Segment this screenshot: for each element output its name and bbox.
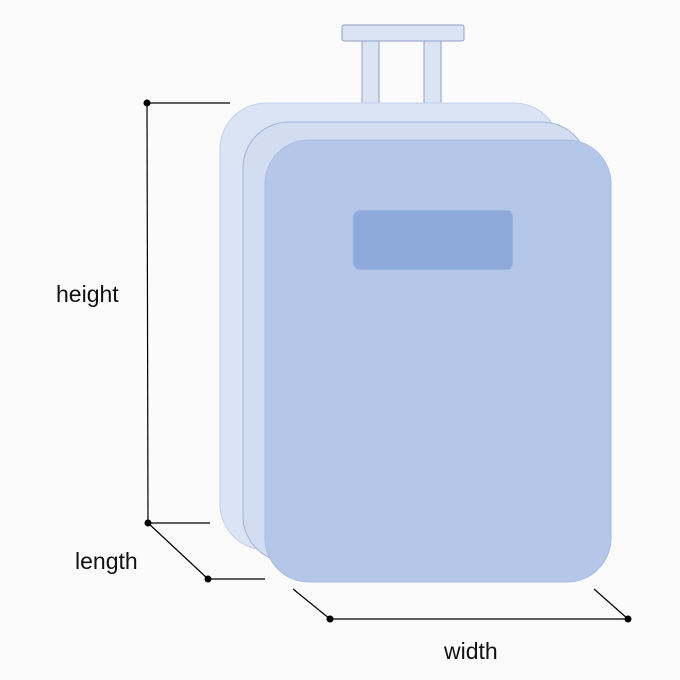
- width-label: width: [444, 638, 498, 664]
- width-dimension: [292, 588, 629, 620]
- length-end-point: [204, 575, 212, 583]
- telescopic-handle: [341, 24, 465, 106]
- width-right-point: [624, 615, 632, 623]
- height-label: height: [56, 281, 119, 307]
- width-left-point: [326, 615, 334, 623]
- handle-bar: [341, 24, 465, 42]
- suitcase-label-plate: [352, 209, 514, 271]
- length-label: length: [75, 548, 138, 574]
- height-dimension: [146, 102, 230, 524]
- width-right-extension: [593, 588, 629, 620]
- suitcase-front-shell: [264, 139, 612, 583]
- length-dimension: [147, 522, 265, 580]
- width-left-extension: [292, 588, 331, 620]
- handle-post-left: [361, 40, 380, 106]
- handle-post-right: [423, 40, 442, 106]
- height-line: [146, 102, 149, 524]
- length-line: [147, 522, 209, 580]
- height-top-point: [143, 99, 151, 107]
